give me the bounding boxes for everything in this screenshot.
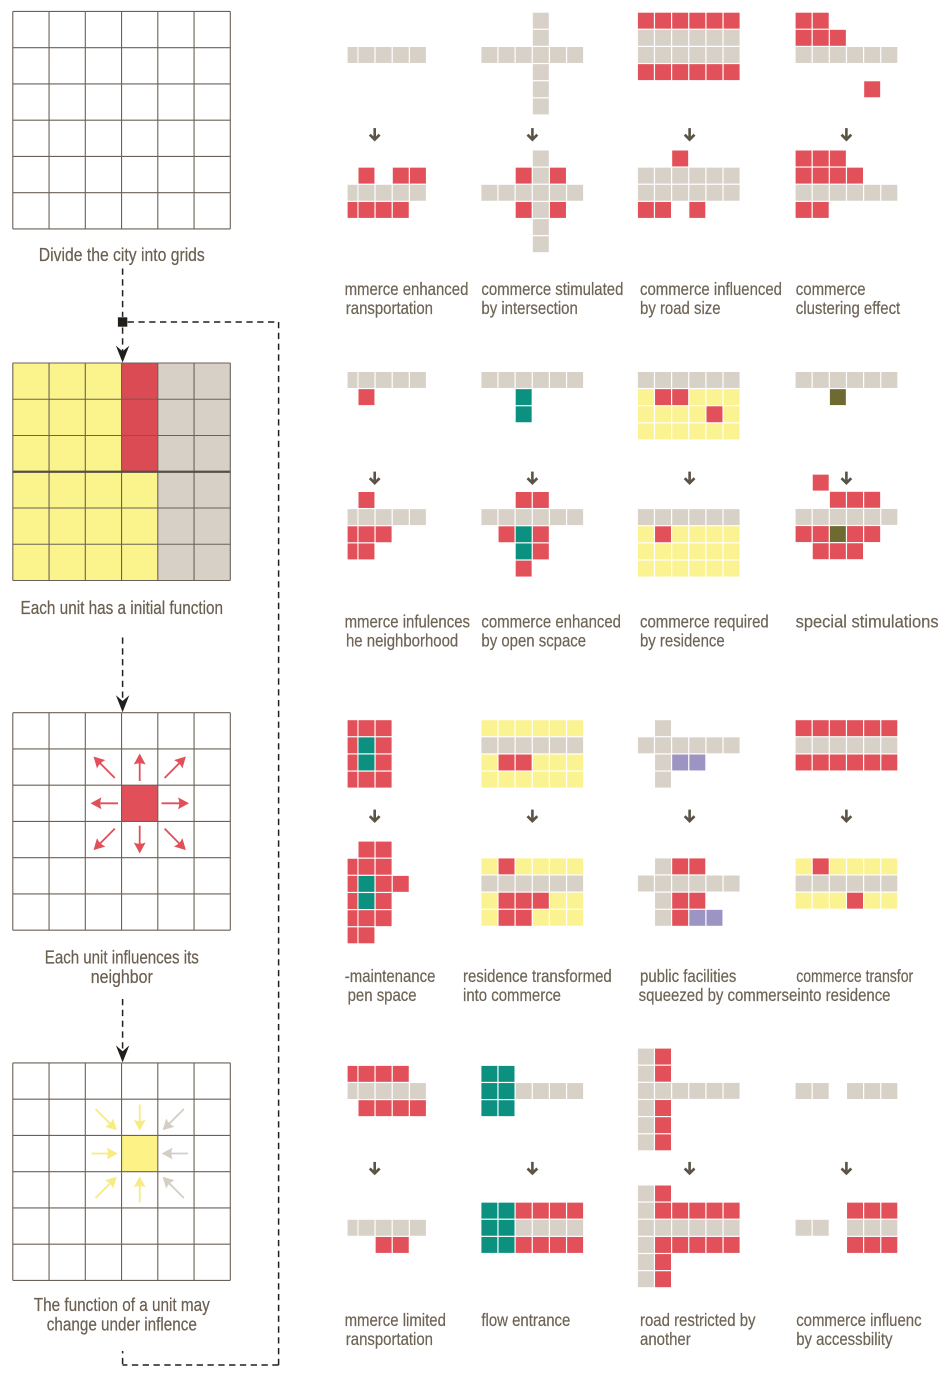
svg-text:by accessbility: by accessbility xyxy=(796,1329,893,1349)
svg-text:mmerce limited: mmerce limited xyxy=(345,1310,446,1330)
svg-text:change under inflence: change under inflence xyxy=(47,1313,197,1334)
svg-text:Each unit has a initial functi: Each unit has a initial function xyxy=(21,597,224,618)
svg-text:commerce influenced: commerce influenced xyxy=(640,279,782,299)
svg-text:another: another xyxy=(640,1329,691,1349)
svg-text:into residence: into residence xyxy=(797,985,890,1005)
svg-text:commerce influenc: commerce influenc xyxy=(796,1310,922,1330)
svg-text:commerce transfor: commerce transfor xyxy=(796,966,913,986)
svg-text:residence transformed: residence transformed xyxy=(463,966,612,986)
svg-text:commerce: commerce xyxy=(796,279,866,299)
svg-text:flow entrance: flow entrance xyxy=(481,1310,570,1330)
svg-text:into commerce: into commerce xyxy=(463,985,561,1005)
svg-text:by open scpace: by open scpace xyxy=(481,631,586,651)
svg-text:pen space: pen space xyxy=(348,985,417,1005)
svg-text:public facilities: public facilities xyxy=(640,966,737,986)
svg-text:commerce required: commerce required xyxy=(640,611,769,631)
svg-text:clustering effect: clustering effect xyxy=(796,298,901,318)
svg-text:mmerce enhanced: mmerce enhanced xyxy=(345,279,469,299)
svg-text:-maintenance: -maintenance xyxy=(345,966,436,986)
svg-text:neighbor: neighbor xyxy=(91,966,153,987)
svg-text:ransportation: ransportation xyxy=(346,1329,433,1349)
svg-text:commerce stimulated: commerce stimulated xyxy=(481,279,623,299)
svg-text:Each unit influences its: Each unit influences its xyxy=(45,947,199,968)
svg-text:ransportation: ransportation xyxy=(346,298,433,318)
svg-text:commerce enhanced: commerce enhanced xyxy=(481,611,621,631)
svg-text:by intersection: by intersection xyxy=(481,298,577,318)
svg-text:he neighborhood: he neighborhood xyxy=(346,631,458,651)
svg-text:road restricted by: road restricted by xyxy=(640,1310,756,1330)
svg-text:mmerce infulences: mmerce infulences xyxy=(345,611,471,631)
svg-text:Divide the city into grids: Divide the city into grids xyxy=(39,244,205,265)
svg-text:squeezed by commerse: squeezed by commerse xyxy=(639,985,798,1005)
svg-text:by road size: by road size xyxy=(640,298,721,318)
svg-text:special stimulations: special stimulations xyxy=(796,611,939,631)
svg-text:by residence: by residence xyxy=(640,631,725,651)
svg-text:The function of a unit may: The function of a unit may xyxy=(34,1294,211,1315)
